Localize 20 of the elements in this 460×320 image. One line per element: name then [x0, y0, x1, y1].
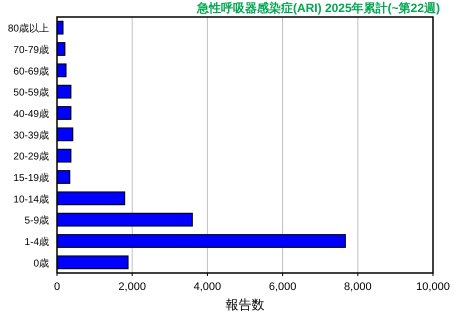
x-tick-label: 10,000: [416, 281, 450, 293]
y-tick-label: 5-9歳: [24, 214, 49, 227]
y-tick-label: 50-59歳: [13, 86, 49, 99]
y-tick-label: 30-39歳: [13, 129, 49, 142]
x-tick-label: 0: [54, 281, 60, 293]
y-tick-label: 60-69歳: [13, 65, 49, 78]
y-tick-label: 10-14歳: [13, 193, 49, 206]
y-tick-label: 80歳以上: [8, 22, 49, 35]
y-tick-label: 15-19歳: [13, 172, 49, 184]
x-tick-label: 8,000: [344, 281, 372, 293]
y-tick-label: 0歳: [33, 257, 49, 270]
x-axis-title: 報告数: [226, 297, 264, 312]
x-tick-label: 2,000: [118, 281, 146, 293]
y-tick-label: 1-4歳: [24, 236, 49, 248]
x-tick-label: 6,000: [268, 281, 296, 293]
y-tick-label: 70-79歳: [13, 44, 49, 56]
y-tick-label: 40-49歳: [13, 108, 49, 120]
y-tick-label: 20-29歳: [13, 150, 49, 163]
x-tick-label: 4,000: [194, 281, 222, 293]
chart-title: 急性呼吸器感染症(ARI) 2025年累計(~第22週): [196, 1, 440, 15]
